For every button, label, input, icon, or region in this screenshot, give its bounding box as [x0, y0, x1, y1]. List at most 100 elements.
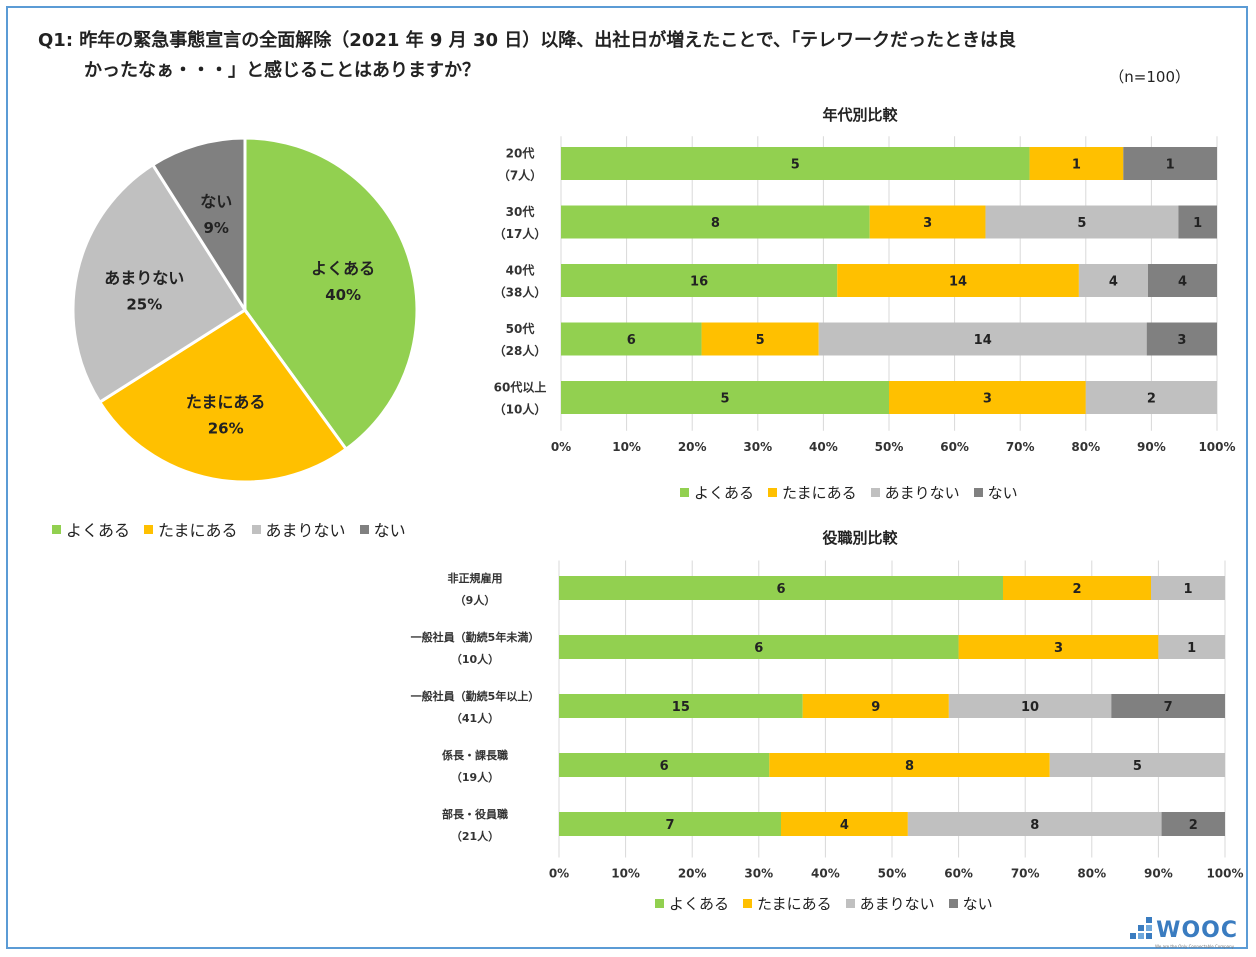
bar-segment [561, 264, 838, 297]
legend-item: あまりない [870, 482, 960, 503]
bar-value-label: 1 [1187, 641, 1196, 656]
pie-value-0: 40% [325, 286, 361, 304]
category-sublabel: （7人） [498, 168, 542, 183]
legend-label: ない [962, 895, 993, 913]
legend-swatch [144, 524, 154, 534]
question-title-line1: Q1: 昨年の緊急事態宣言の全面解除（2021 年 9 月 30 日）以降、出社… [38, 30, 1017, 51]
x-tick-label: 50% [878, 867, 907, 881]
bar-value-label: 5 [1077, 216, 1086, 231]
bar-value-label: 3 [1177, 333, 1186, 348]
x-tick-label: 100% [1206, 867, 1243, 881]
legend-swatch [52, 524, 61, 534]
x-tick-label: 90% [1144, 867, 1173, 881]
legend-label: あまりない [884, 484, 960, 502]
legend-swatch [743, 899, 753, 908]
legend-label: たまにある [757, 895, 832, 913]
bar-value-label: 3 [983, 392, 992, 407]
x-tick-label: 40% [811, 867, 840, 881]
legend-item: たまにある [768, 482, 857, 503]
x-tick-label: 60% [940, 440, 969, 454]
bar-segment [1147, 264, 1217, 297]
legend-item: あまりない [251, 517, 346, 541]
category-label: 50代 [506, 321, 535, 336]
pie-value-3: 9% [203, 219, 228, 237]
bar-segment [869, 205, 986, 239]
bar-segment [1151, 576, 1225, 600]
bar-segment [1111, 694, 1225, 718]
bar-segment [559, 576, 1003, 600]
legend-item: あまりない [845, 893, 935, 914]
legend-item: よくある [680, 482, 754, 503]
role-legend: よくある たまにある あまりない ない [655, 893, 1007, 914]
bar-segment [559, 812, 781, 836]
logo-subtext: We are the Only Connectable Company [1155, 944, 1235, 949]
pie-legend: よくある たまにある あまりない ない [52, 517, 420, 541]
x-tick-label: 30% [744, 867, 773, 881]
category-label: 30代 [506, 204, 535, 219]
pie-label-2: あまりない [104, 268, 184, 287]
outer-frame [6, 6, 1248, 949]
pie-label-0: よくある [311, 259, 375, 278]
legend-swatch [948, 899, 958, 908]
bar-segment [907, 812, 1162, 836]
legend-swatch [655, 899, 664, 908]
legend-label: あまりない [265, 521, 346, 540]
bar-segment [559, 635, 959, 659]
bar-value-label: 5 [720, 392, 729, 407]
bar-segment [769, 753, 1050, 777]
category-sublabel: （28人） [494, 343, 547, 358]
bar-value-label: 4 [840, 818, 849, 833]
bar-value-label: 6 [754, 641, 763, 656]
bar-segment [1161, 812, 1225, 836]
legend-item: たまにある [144, 517, 238, 541]
bar-value-label: 5 [1133, 759, 1142, 774]
bar-value-label: 8 [711, 216, 720, 231]
bar-segment [561, 381, 889, 414]
legend-label: よくある [66, 521, 131, 540]
legend-swatch [251, 524, 261, 534]
x-tick-label: 30% [743, 440, 772, 454]
category-sublabel: （21人） [451, 829, 499, 843]
bar-value-label: 2 [1147, 392, 1156, 407]
bar-value-label: 6 [776, 582, 785, 597]
bar-value-label: 8 [905, 759, 914, 774]
category-sublabel: （9人） [455, 593, 496, 607]
category-label: 一般社員（勤続5年未満） [411, 630, 540, 644]
x-tick-label: 0% [551, 440, 571, 454]
legend-label: よくある [694, 484, 755, 502]
legend-swatch [870, 488, 880, 497]
bar-segment [561, 147, 1030, 180]
bar-segment [889, 381, 1086, 414]
legend-label: たまにある [782, 484, 857, 502]
x-tick-label: 60% [944, 867, 973, 881]
x-tick-label: 80% [1077, 867, 1106, 881]
age-bar-chart: 0% 10% 20% 30% 40% 50% 60% 70% 80% 90% 100% 5 1 1 20代 （… [494, 136, 1236, 454]
category-label: 一般社員（勤続5年以上） [411, 689, 540, 703]
bar-value-label: 2 [1189, 818, 1198, 833]
bar-segment [1178, 205, 1217, 239]
pie-slice-1 [97, 307, 349, 484]
category-sublabel: （10人） [494, 402, 547, 417]
bar-segment [1049, 753, 1225, 777]
pie-slice-0 [243, 136, 419, 452]
bar-value-label: 16 [690, 275, 708, 290]
legend-item: ない [359, 517, 406, 541]
pie-chart: よくある 40% たまにある 26% あまりない 25% ない 9% [71, 136, 419, 484]
role-chart-title: 役職別比較 [822, 529, 898, 547]
bar-segment [1085, 381, 1217, 414]
bar-segment [818, 322, 1147, 356]
category-sublabel: （17人） [494, 226, 547, 241]
category-sublabel: （19人） [451, 770, 499, 784]
x-tick-label: 0% [549, 867, 569, 881]
bar-value-label: 9 [871, 700, 880, 715]
category-label: 非正規雇用 [448, 571, 503, 585]
bar-value-label: 1 [1072, 158, 1081, 173]
x-tick-label: 50% [875, 440, 904, 454]
x-tick-label: 70% [1006, 440, 1035, 454]
category-label: 20代 [506, 146, 535, 161]
legend-swatch [768, 488, 778, 497]
bar-value-label: 2 [1072, 582, 1081, 597]
bar-segment [1158, 635, 1225, 659]
bar-segment [985, 205, 1179, 239]
bar-segment [1003, 576, 1151, 600]
